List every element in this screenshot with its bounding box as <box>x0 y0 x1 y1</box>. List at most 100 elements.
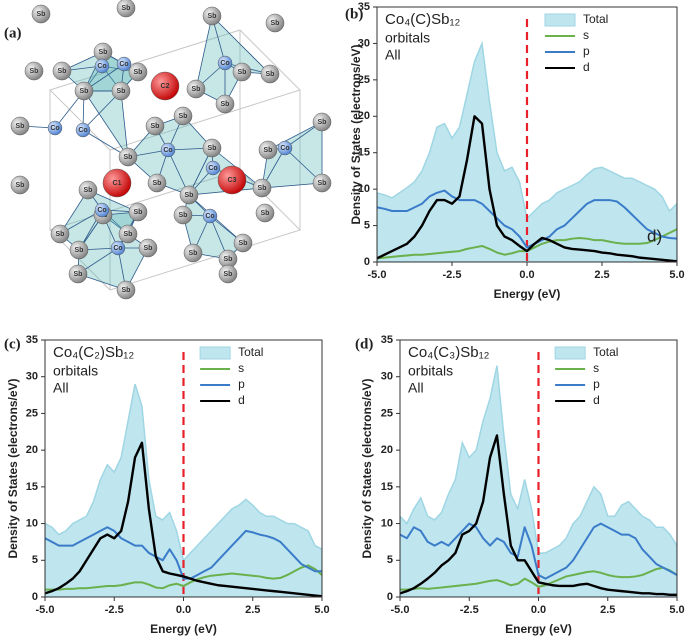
atom <box>31 4 51 24</box>
atom <box>173 205 193 225</box>
x-tick-label: 5.0 <box>669 269 684 281</box>
atom-label: Sb <box>16 123 25 130</box>
atom-label: Sb <box>208 145 217 152</box>
atom <box>69 240 89 260</box>
atom-label: Sb <box>221 101 230 108</box>
atom-label: Co <box>97 63 106 70</box>
atom <box>128 62 148 82</box>
atom <box>312 112 332 132</box>
atom <box>150 71 180 101</box>
atom-label: Sb <box>258 185 267 192</box>
atom-label: Sb <box>16 182 25 189</box>
y-axis-label: Density of States (electrons/eV) <box>349 44 363 224</box>
atom <box>24 61 44 81</box>
atom-label: Sb <box>153 180 162 187</box>
x-tick-label: -2.5 <box>443 269 462 281</box>
y-tick-label: 0 <box>364 256 370 268</box>
atom <box>10 116 30 136</box>
y-tick-label: 5 <box>364 219 370 231</box>
y-tick-label: 30 <box>358 37 370 49</box>
atom-label: Sb <box>99 49 108 56</box>
total-area <box>400 365 677 597</box>
chart-title: Co₄(C)Sb₁₂ <box>385 11 461 28</box>
atom <box>50 224 70 244</box>
total-area <box>377 40 677 262</box>
legend-swatch <box>199 346 231 360</box>
atom <box>218 264 238 284</box>
y-tick-label: 15 <box>26 481 38 493</box>
atom-label: Sb <box>117 88 126 95</box>
atom-label: C3 <box>228 177 237 184</box>
atom-label: Sb <box>122 287 131 294</box>
y-tick-label: 30 <box>381 371 393 383</box>
atom-label: Sb <box>134 69 143 76</box>
x-tick-label: 2.5 <box>600 604 615 616</box>
atom-label: Sb <box>224 256 233 263</box>
atom-label: Sb <box>261 210 270 217</box>
y-tick-label: 35 <box>358 1 370 13</box>
y-tick-label: 25 <box>358 74 370 86</box>
atom <box>116 56 132 72</box>
series-line <box>45 526 322 580</box>
atom <box>183 243 203 263</box>
atom <box>78 180 98 200</box>
x-tick-label: 5.0 <box>669 604 684 616</box>
atom-label: Sb <box>179 212 188 219</box>
atom <box>186 79 206 99</box>
legend-label: d <box>238 393 245 407</box>
atom-label: Co <box>163 147 172 154</box>
atom-label: Sb <box>56 231 65 238</box>
series-line <box>400 522 677 580</box>
y-tick-label: 20 <box>26 444 38 456</box>
atom-label: C1 <box>113 180 122 187</box>
atom-label: Sb <box>58 68 67 75</box>
dos-chart: -5.0 -2.5 0.0 2.5 5.0 0 5 10 15 20 25 30 35 Energy (e… <box>355 334 685 636</box>
atom-label: Co <box>78 127 87 134</box>
atom <box>255 203 275 223</box>
plot-area <box>45 352 322 597</box>
y-tick-label: 0 <box>32 591 38 603</box>
atom <box>116 280 136 300</box>
atom <box>252 178 272 198</box>
atom <box>260 64 280 84</box>
series-line <box>45 441 322 597</box>
chart-subtitle: All <box>408 380 424 396</box>
plot-area <box>377 19 677 262</box>
atom <box>111 81 131 101</box>
y-tick-label: 5 <box>387 554 393 566</box>
legend-label: s <box>238 361 244 375</box>
series-line <box>377 189 677 249</box>
atom <box>10 175 30 195</box>
chart-subtitle: orbitals <box>408 363 453 379</box>
y-tick-label: 15 <box>381 481 393 493</box>
atom-label: Co <box>208 165 217 172</box>
atom-label: Sb <box>208 13 217 20</box>
atom <box>116 0 136 18</box>
atom <box>232 62 252 82</box>
x-axis-label: Energy (eV) <box>494 287 561 301</box>
atom-label: Co <box>50 125 59 132</box>
panel-label: (c) <box>4 336 21 352</box>
y-tick-label: 10 <box>358 183 370 195</box>
legend-label: Total <box>238 345 263 359</box>
atom <box>205 160 221 176</box>
legend-label: p <box>593 377 600 391</box>
x-tick-label: -5.0 <box>368 269 387 281</box>
y-axis-label: Density of States (electrons/eV) <box>360 378 374 558</box>
atom <box>147 173 167 193</box>
atom-label: Sb <box>75 247 84 254</box>
atom <box>217 55 233 71</box>
atom-label: Sb <box>84 187 93 194</box>
legend-label: d <box>593 393 600 407</box>
dos-chart: -5.0 -2.5 0.0 2.5 5.0 0 5 10 15 20 25 30 35 Energy (e… <box>345 1 685 301</box>
atom <box>202 138 222 158</box>
x-tick-label: -2.5 <box>105 604 124 616</box>
atom <box>145 116 165 136</box>
series-line <box>400 434 677 596</box>
atom <box>118 224 138 244</box>
chart-subtitle: orbitals <box>385 30 430 46</box>
dos-chart: -5.0 -2.5 0.0 2.5 5.0 0 5 10 15 20 25 30 35 Energy (e… <box>4 334 330 636</box>
atom-label: Co <box>113 245 122 252</box>
atom <box>202 208 218 224</box>
legend-label: p <box>583 44 590 58</box>
